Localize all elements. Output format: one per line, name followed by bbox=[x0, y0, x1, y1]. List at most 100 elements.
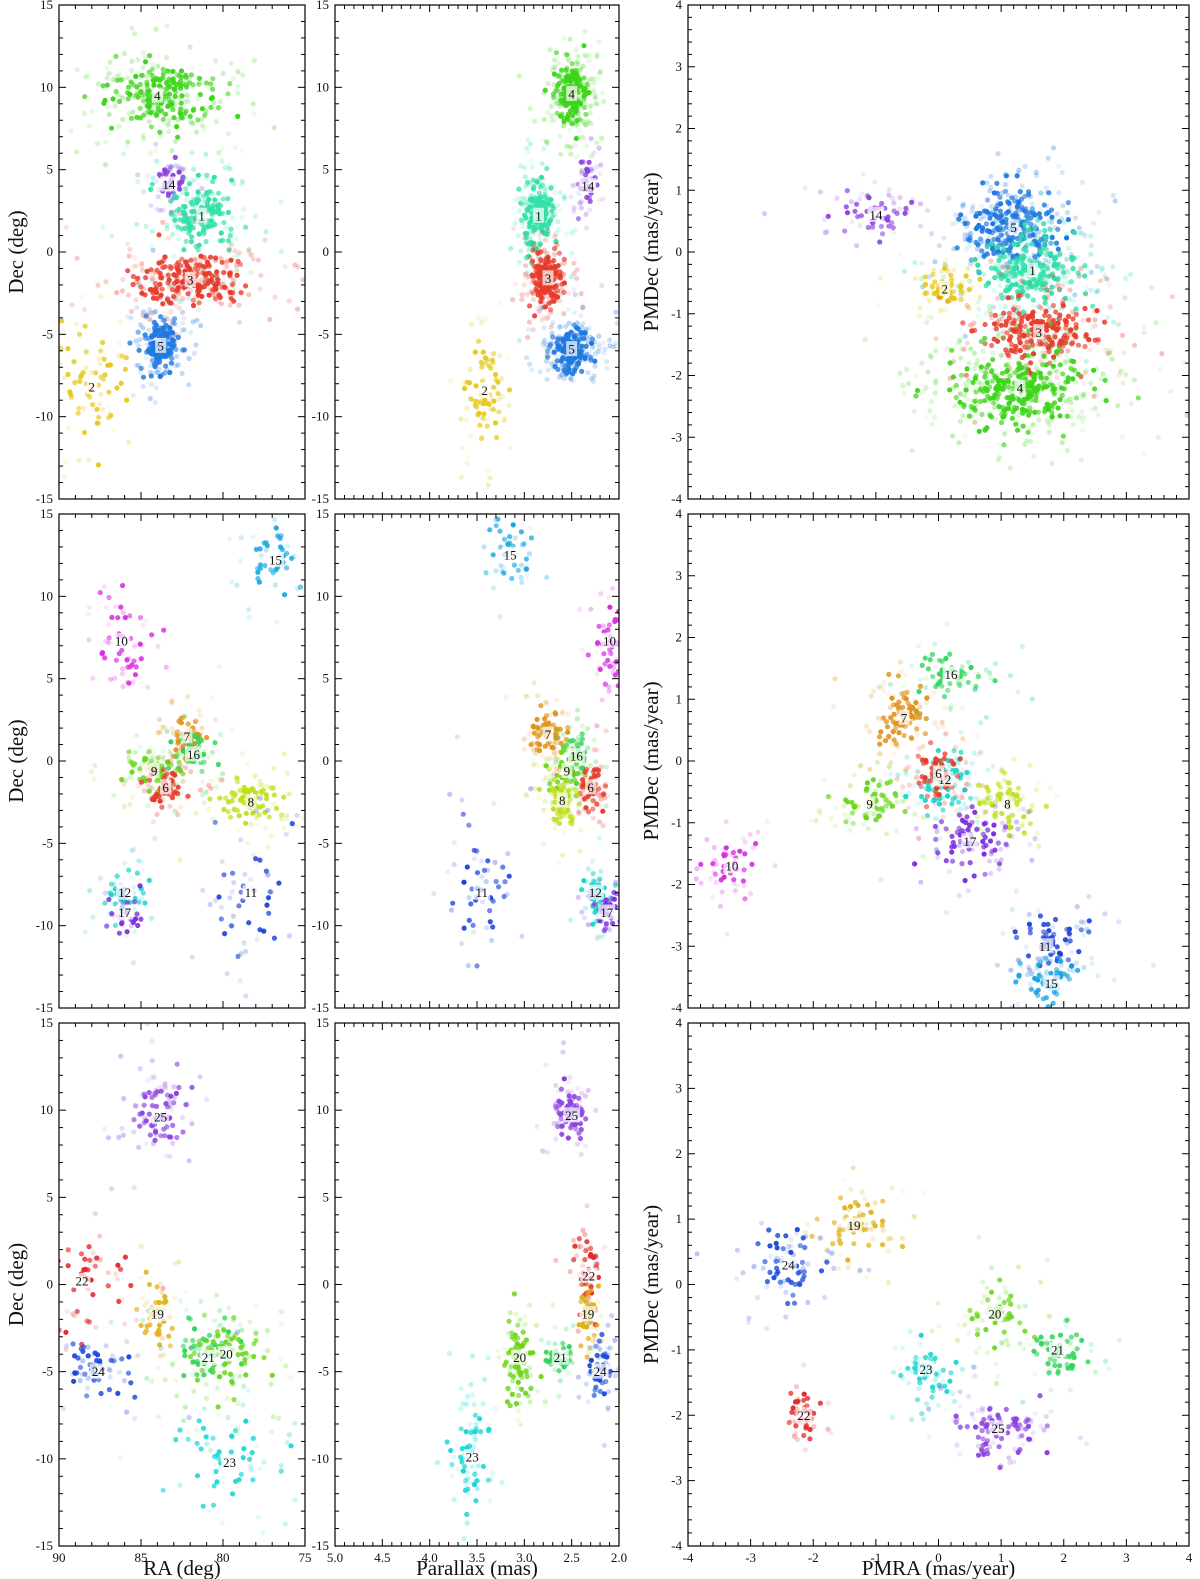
data-point bbox=[910, 197, 916, 203]
data-point bbox=[983, 221, 990, 227]
data-point bbox=[1153, 320, 1159, 326]
data-point bbox=[525, 327, 531, 333]
data-point bbox=[977, 295, 983, 301]
data-point bbox=[235, 113, 241, 119]
data-point bbox=[968, 322, 974, 328]
data-point bbox=[963, 382, 969, 388]
data-point bbox=[1112, 198, 1118, 204]
data-point bbox=[961, 380, 968, 387]
data-point bbox=[536, 277, 543, 284]
data-point bbox=[1078, 457, 1084, 463]
data-point bbox=[1006, 315, 1012, 321]
data-point bbox=[1038, 396, 1045, 402]
data-point bbox=[164, 225, 170, 232]
data-point bbox=[468, 433, 474, 439]
data-point bbox=[992, 275, 998, 281]
data-point bbox=[472, 349, 478, 355]
data-point bbox=[557, 298, 563, 304]
data-point bbox=[218, 301, 225, 307]
data-point bbox=[1053, 240, 1060, 246]
data-point bbox=[102, 655, 108, 661]
data-point bbox=[479, 364, 485, 370]
data-point bbox=[1022, 344, 1028, 350]
data-point bbox=[1044, 293, 1050, 299]
data-point bbox=[147, 758, 153, 764]
data-point bbox=[142, 55, 148, 61]
data-point bbox=[875, 302, 881, 308]
data-point bbox=[975, 262, 981, 268]
data-point bbox=[215, 277, 221, 283]
data-point bbox=[978, 367, 984, 374]
data-point bbox=[1054, 276, 1060, 282]
data-point bbox=[1021, 246, 1027, 252]
cluster-label: 3 bbox=[1035, 325, 1042, 340]
data-point bbox=[1099, 267, 1105, 273]
data-point bbox=[204, 257, 210, 263]
data-point bbox=[1091, 367, 1097, 373]
data-point bbox=[571, 361, 577, 367]
data-point bbox=[943, 267, 950, 273]
data-point bbox=[458, 474, 464, 480]
data-point bbox=[204, 192, 210, 198]
data-point bbox=[982, 335, 988, 341]
data-point bbox=[128, 315, 134, 321]
data-point bbox=[996, 442, 1002, 448]
data-point bbox=[206, 782, 212, 789]
data-point bbox=[175, 259, 181, 266]
data-point bbox=[969, 209, 975, 215]
data-point bbox=[942, 268, 948, 274]
data-point bbox=[163, 171, 169, 177]
data-point bbox=[118, 94, 124, 100]
data-point bbox=[978, 364, 984, 370]
data-point bbox=[166, 117, 172, 123]
data-point bbox=[1091, 220, 1097, 226]
data-point bbox=[153, 26, 159, 32]
data-point bbox=[614, 320, 619, 326]
data-point bbox=[541, 325, 547, 331]
data-point bbox=[513, 197, 519, 203]
data-point bbox=[1050, 145, 1057, 151]
data-point bbox=[852, 208, 858, 214]
data-point bbox=[558, 324, 564, 330]
data-point bbox=[596, 333, 602, 339]
data-point bbox=[106, 640, 112, 646]
data-point bbox=[1001, 310, 1007, 316]
data-point bbox=[482, 316, 488, 322]
data-point bbox=[587, 207, 593, 213]
data-point bbox=[178, 100, 184, 106]
data-point bbox=[1034, 233, 1040, 239]
data-point bbox=[540, 286, 546, 292]
data-point bbox=[181, 327, 187, 333]
data-point bbox=[1018, 233, 1025, 239]
data-point bbox=[1020, 252, 1026, 259]
data-point bbox=[557, 207, 563, 213]
data-point bbox=[1110, 319, 1116, 325]
data-point bbox=[1040, 262, 1046, 268]
data-point bbox=[591, 373, 597, 379]
data-point bbox=[543, 358, 549, 364]
data-point bbox=[982, 385, 988, 391]
cluster-label: 3 bbox=[187, 272, 194, 287]
data-point bbox=[995, 382, 1002, 389]
data-point bbox=[1063, 325, 1069, 331]
data-point bbox=[133, 263, 139, 269]
data-point bbox=[195, 96, 201, 102]
data-point bbox=[97, 361, 103, 367]
data-point bbox=[527, 106, 533, 112]
data-point bbox=[97, 401, 103, 407]
data-point bbox=[171, 730, 177, 736]
data-point bbox=[255, 569, 261, 575]
data-point bbox=[1080, 317, 1086, 323]
data-point bbox=[968, 261, 974, 267]
data-point bbox=[586, 159, 592, 165]
data-point bbox=[1049, 234, 1055, 240]
data-point bbox=[1018, 237, 1024, 243]
data-point bbox=[161, 766, 167, 773]
data-point bbox=[162, 111, 169, 117]
data-point bbox=[960, 279, 966, 285]
cluster-label-bg bbox=[479, 382, 491, 398]
data-point bbox=[1041, 221, 1047, 227]
data-point bbox=[572, 227, 578, 233]
data-point bbox=[160, 66, 166, 72]
